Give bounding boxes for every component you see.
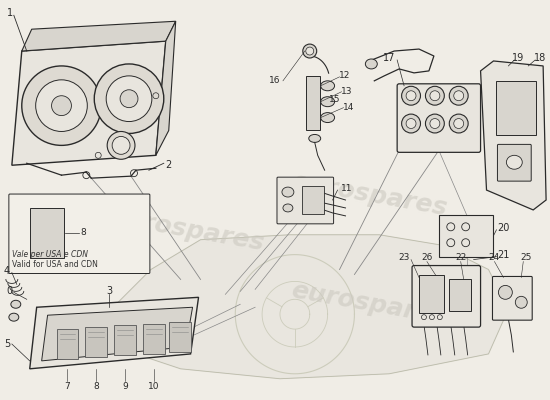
Text: 10: 10 (148, 382, 160, 391)
Text: 3: 3 (106, 286, 112, 296)
Text: 17: 17 (383, 53, 395, 63)
Text: 7: 7 (64, 382, 70, 391)
Text: 19: 19 (512, 53, 524, 63)
Text: 14: 14 (343, 103, 354, 112)
FancyBboxPatch shape (9, 194, 150, 274)
Text: 15: 15 (329, 95, 340, 104)
Ellipse shape (406, 91, 416, 101)
Bar (30, 208, 64, 258)
Ellipse shape (283, 204, 293, 212)
Ellipse shape (94, 64, 164, 134)
FancyBboxPatch shape (492, 276, 532, 320)
Ellipse shape (498, 286, 513, 299)
Ellipse shape (309, 134, 321, 142)
Text: 16: 16 (270, 76, 280, 85)
Ellipse shape (321, 81, 334, 91)
Bar (114, 325, 136, 355)
Bar (169, 322, 191, 352)
Text: 25: 25 (520, 253, 532, 262)
Ellipse shape (306, 47, 313, 55)
Text: 8: 8 (94, 382, 99, 391)
Ellipse shape (406, 118, 416, 128)
Text: 18: 18 (534, 53, 546, 63)
Ellipse shape (507, 155, 522, 169)
Polygon shape (156, 21, 175, 155)
FancyBboxPatch shape (497, 144, 531, 181)
Bar (419, 276, 444, 313)
Polygon shape (481, 61, 546, 210)
Ellipse shape (321, 97, 334, 107)
Text: 4: 4 (4, 266, 10, 276)
Text: 8: 8 (80, 228, 86, 237)
Text: 21: 21 (497, 250, 510, 260)
Text: 9: 9 (122, 382, 128, 391)
Polygon shape (42, 307, 192, 361)
Ellipse shape (449, 86, 468, 105)
Bar (497, 81, 536, 136)
Ellipse shape (22, 66, 101, 145)
Text: 11: 11 (341, 184, 352, 192)
Ellipse shape (52, 96, 72, 116)
Text: eurospares: eurospares (289, 170, 449, 220)
Text: 1: 1 (7, 8, 13, 18)
Ellipse shape (402, 114, 421, 133)
Ellipse shape (515, 296, 527, 308)
Bar (306, 76, 320, 130)
Ellipse shape (365, 59, 377, 69)
Text: 12: 12 (339, 71, 350, 80)
Ellipse shape (321, 113, 334, 122)
Ellipse shape (9, 313, 19, 321)
Polygon shape (22, 21, 175, 51)
FancyBboxPatch shape (397, 84, 481, 152)
Ellipse shape (426, 114, 444, 133)
Bar (302, 186, 323, 214)
Ellipse shape (120, 90, 138, 108)
Text: 5: 5 (4, 339, 10, 349)
Text: 20: 20 (497, 223, 510, 233)
FancyBboxPatch shape (412, 266, 481, 327)
Polygon shape (12, 41, 166, 165)
Text: Valid for USA and CDN: Valid for USA and CDN (12, 260, 98, 268)
Ellipse shape (112, 136, 130, 154)
Text: Vale per USA e CDN: Vale per USA e CDN (12, 250, 88, 259)
Ellipse shape (107, 132, 135, 159)
Ellipse shape (402, 86, 421, 105)
Ellipse shape (282, 187, 294, 197)
Text: 13: 13 (341, 87, 352, 96)
Ellipse shape (430, 91, 440, 101)
Bar (57, 329, 79, 359)
Ellipse shape (36, 80, 87, 132)
Text: 22: 22 (455, 253, 466, 262)
Ellipse shape (11, 300, 21, 308)
Text: 2: 2 (166, 160, 172, 170)
Text: 26: 26 (421, 253, 433, 262)
Ellipse shape (106, 76, 152, 122)
Text: 23: 23 (398, 253, 410, 262)
Polygon shape (101, 235, 508, 379)
Ellipse shape (426, 86, 444, 105)
Ellipse shape (430, 118, 440, 128)
Ellipse shape (303, 44, 317, 58)
Text: eurospares: eurospares (106, 204, 266, 255)
Text: 24: 24 (489, 253, 500, 262)
Text: eurospares: eurospares (289, 279, 449, 330)
Bar (85, 327, 107, 357)
FancyBboxPatch shape (277, 177, 334, 224)
Bar (143, 324, 165, 354)
Ellipse shape (454, 118, 464, 128)
Ellipse shape (449, 114, 468, 133)
Bar (449, 280, 471, 311)
Ellipse shape (454, 91, 464, 101)
Polygon shape (30, 297, 199, 369)
Text: 0: 0 (7, 286, 13, 296)
Bar (439, 215, 493, 257)
